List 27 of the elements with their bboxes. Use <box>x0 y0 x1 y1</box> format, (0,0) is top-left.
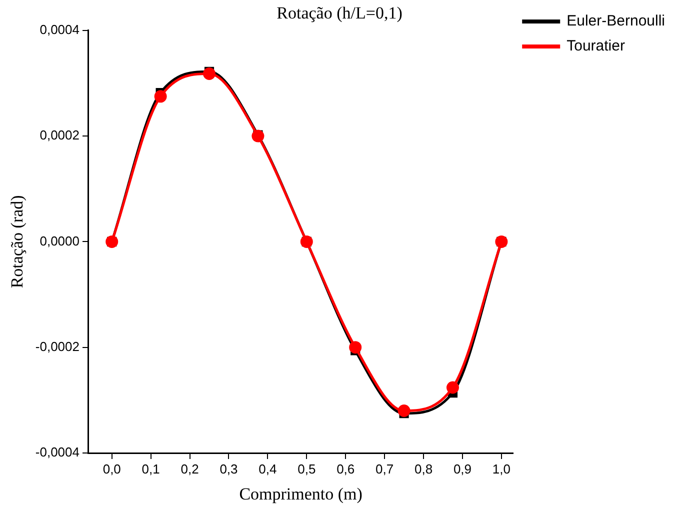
point <box>154 90 167 103</box>
point <box>398 404 410 417</box>
y-tick-label: -0,0002 <box>35 338 80 354</box>
x-tick-label: 0,2 <box>180 461 199 476</box>
x-tick-label: 0,4 <box>258 461 277 476</box>
x-tick-label: 0,7 <box>376 461 394 476</box>
point <box>349 341 362 354</box>
legend-label: Touratier <box>566 38 625 55</box>
point <box>203 67 216 80</box>
x-axis-title: Comprimento (m) <box>239 484 362 504</box>
x-tick-label: 0,0 <box>102 461 121 476</box>
x-tick-label: 0,5 <box>298 461 316 476</box>
x-tick-label: 1,0 <box>492 461 510 476</box>
x-tick-label: 0,6 <box>336 461 355 476</box>
y-tick-label: 0,0000 <box>40 233 80 248</box>
y-tick-label: -0,0004 <box>35 444 80 460</box>
point <box>446 381 459 394</box>
y-tick-label: 0,0004 <box>40 22 80 37</box>
point <box>252 130 264 142</box>
y-axis-title: Rotação (rad) <box>8 195 27 288</box>
y-tick-label: 0,0002 <box>40 128 80 143</box>
legend-label: Euler-Bernoulli <box>566 12 666 30</box>
x-tick-label: 0,1 <box>142 461 160 476</box>
x-tick-label: 0,3 <box>220 461 238 476</box>
chart-title: Rotação (h/L=0,1) <box>276 4 402 23</box>
x-tick-label: 0,9 <box>453 461 472 476</box>
x-tick-label: 0,8 <box>414 461 433 476</box>
